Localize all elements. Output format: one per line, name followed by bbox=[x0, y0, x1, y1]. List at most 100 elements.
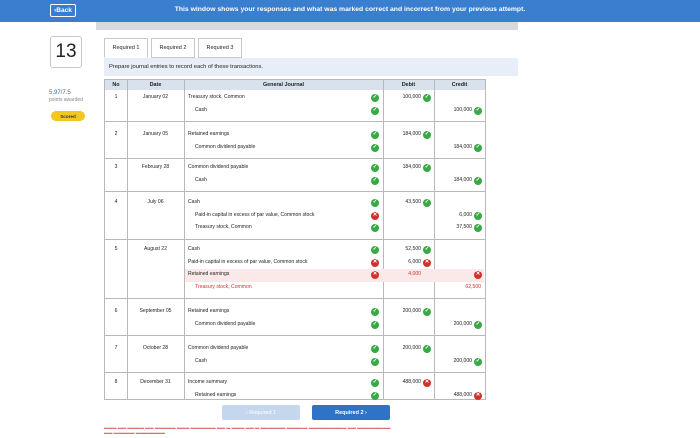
correct-icon: ✓ bbox=[474, 106, 482, 115]
header-date: Date bbox=[149, 82, 162, 88]
correct-icon: ✓ bbox=[371, 246, 379, 254]
incorrect-icon: ✕ bbox=[474, 271, 482, 279]
entry-date: January 05 bbox=[142, 131, 169, 137]
debit-field[interactable]: 52,500 bbox=[405, 246, 421, 252]
debit-field[interactable]: 184,000 bbox=[402, 131, 421, 137]
correct-icon: ✓ bbox=[371, 131, 379, 139]
debit-field[interactable]: 43,500 bbox=[405, 199, 421, 205]
header-general-journal: General Journal bbox=[262, 82, 305, 88]
previous-required-button[interactable]: ‹ Required 1 bbox=[222, 405, 300, 420]
account-field[interactable]: Common dividend payable bbox=[188, 164, 249, 170]
entry-date: January 02 bbox=[142, 94, 169, 100]
credit-field[interactable]: 62,500 bbox=[465, 283, 481, 290]
credit-field[interactable]: 184,000 bbox=[453, 143, 472, 150]
header-strip bbox=[96, 22, 518, 30]
correct-icon: ✓ bbox=[474, 224, 482, 232]
account-field[interactable]: Paid-in capital in excess of par value, … bbox=[188, 258, 308, 265]
account-field[interactable]: Treasury stock, Common bbox=[195, 224, 252, 230]
correct-icon: ✓ bbox=[474, 176, 482, 185]
column-divider bbox=[434, 80, 435, 399]
account-field[interactable]: Cash bbox=[195, 357, 207, 364]
correct-icon: ✓ bbox=[371, 308, 379, 316]
entry-date: December 31 bbox=[140, 379, 171, 385]
account-field[interactable]: Cash bbox=[195, 106, 207, 113]
entry-number: 2 bbox=[114, 131, 118, 137]
credit-field[interactable]: 200,000 bbox=[453, 320, 472, 327]
tab-required-1[interactable]: Required 1 bbox=[104, 38, 148, 58]
question-number: 13 bbox=[50, 36, 82, 68]
account-field[interactable]: Retained earnings bbox=[188, 131, 230, 137]
credit-field[interactable]: 100,000 bbox=[453, 106, 472, 113]
debit-field[interactable]: 100,000 bbox=[402, 94, 421, 100]
account-field[interactable]: Cash bbox=[188, 246, 200, 252]
row-separator bbox=[105, 158, 485, 159]
entry-date: July 06 bbox=[147, 199, 164, 205]
account-field[interactable]: Treasury stock, Common bbox=[195, 283, 252, 290]
entry-number: 7 bbox=[114, 345, 118, 351]
account-field[interactable]: Retained earnings bbox=[188, 271, 230, 277]
credit-field[interactable]: 184,000 bbox=[453, 176, 472, 183]
error-row-highlight bbox=[185, 269, 484, 282]
debit-field[interactable]: 4,000 bbox=[408, 271, 421, 277]
correct-icon: ✓ bbox=[474, 357, 482, 366]
correct-icon: ✓ bbox=[371, 143, 379, 152]
correct-icon: ✓ bbox=[371, 164, 379, 172]
correct-icon: ✓ bbox=[371, 106, 379, 115]
instruction-text: Prepare journal entries to record each o… bbox=[104, 58, 518, 76]
table-header: No Date General Journal Debit Credit bbox=[105, 80, 485, 90]
debit-field[interactable]: 184,000 bbox=[402, 164, 421, 170]
entry-number: 3 bbox=[114, 164, 118, 170]
correct-icon: ✓ bbox=[423, 94, 431, 102]
entry-number: 6 bbox=[114, 308, 118, 314]
account-field[interactable]: Paid-in capital in excess of par value, … bbox=[195, 211, 315, 218]
debit-field[interactable]: 200,000 bbox=[402, 345, 421, 351]
incorrect-icon: ✕ bbox=[423, 379, 431, 387]
attempt-banner: This window shows your responses and wha… bbox=[174, 6, 526, 13]
tab-required-2[interactable]: Required 2 bbox=[151, 38, 195, 58]
incorrect-icon: ✕ bbox=[474, 391, 482, 400]
correct-icon: ✓ bbox=[423, 199, 431, 207]
account-field[interactable]: Cash bbox=[188, 199, 200, 205]
correct-icon: ✓ bbox=[371, 391, 379, 400]
next-required-button[interactable]: Required 2 › bbox=[312, 405, 390, 420]
incorrect-icon: ✕ bbox=[423, 258, 431, 267]
correct-icon: ✓ bbox=[371, 94, 379, 102]
correct-icon: ✓ bbox=[371, 345, 379, 353]
correct-icon: ✓ bbox=[371, 224, 379, 232]
entry-date: February 28 bbox=[141, 164, 170, 170]
account-field[interactable]: Common dividend payable bbox=[195, 143, 256, 150]
entry-number: 4 bbox=[114, 199, 118, 205]
credit-field[interactable]: 200,000 bbox=[453, 357, 472, 364]
incorrect-icon: ✕ bbox=[371, 211, 379, 220]
debit-field[interactable]: 200,000 bbox=[402, 308, 421, 314]
correct-icon: ✓ bbox=[423, 164, 431, 172]
header-credit: Credit bbox=[451, 82, 468, 88]
tab-required-3[interactable]: Required 3 bbox=[198, 38, 242, 58]
account-field[interactable]: Common dividend payable bbox=[188, 345, 249, 351]
correct-icon: ✓ bbox=[371, 320, 379, 329]
score-value: 5.97/7.5 bbox=[49, 90, 71, 96]
account-field[interactable]: Treasury stock, Common bbox=[188, 94, 245, 100]
credit-field[interactable]: 37,500 bbox=[456, 224, 472, 230]
account-field[interactable]: Retained earnings bbox=[195, 391, 237, 398]
correct-icon: ✓ bbox=[474, 211, 482, 220]
debit-field[interactable]: 488,000 bbox=[402, 379, 421, 385]
row-separator bbox=[105, 372, 485, 373]
credit-field[interactable]: 6,000 bbox=[459, 211, 472, 218]
correct-icon: ✓ bbox=[423, 345, 431, 353]
account-field[interactable]: Retained earnings bbox=[188, 308, 230, 314]
incorrect-icon: ✕ bbox=[371, 258, 379, 267]
account-field[interactable]: Cash bbox=[195, 176, 207, 183]
header-debit: Debit bbox=[401, 82, 416, 88]
account-field[interactable]: Common dividend payable bbox=[195, 320, 256, 327]
debit-field[interactable]: 6,000 bbox=[408, 258, 421, 265]
column-divider bbox=[383, 80, 384, 399]
journal-table: No Date General Journal Debit Credit 1 Ja… bbox=[104, 79, 486, 400]
entry-number: 1 bbox=[114, 94, 118, 100]
back-button[interactable]: ‹Back bbox=[50, 4, 76, 17]
account-field[interactable]: Income summary bbox=[188, 379, 228, 385]
row-separator bbox=[105, 121, 485, 122]
footnote: ▬▬▬ ▬▬ ▬▬▬▬ ▬▬ ▬▬▬▬▬ ▬▬▬ ▬▬▬▬▬▬ ▬▬ ▬ ▬▬▬… bbox=[104, 425, 391, 435]
correct-icon: ✓ bbox=[423, 308, 431, 316]
credit-field[interactable]: 488,000 bbox=[453, 391, 472, 398]
